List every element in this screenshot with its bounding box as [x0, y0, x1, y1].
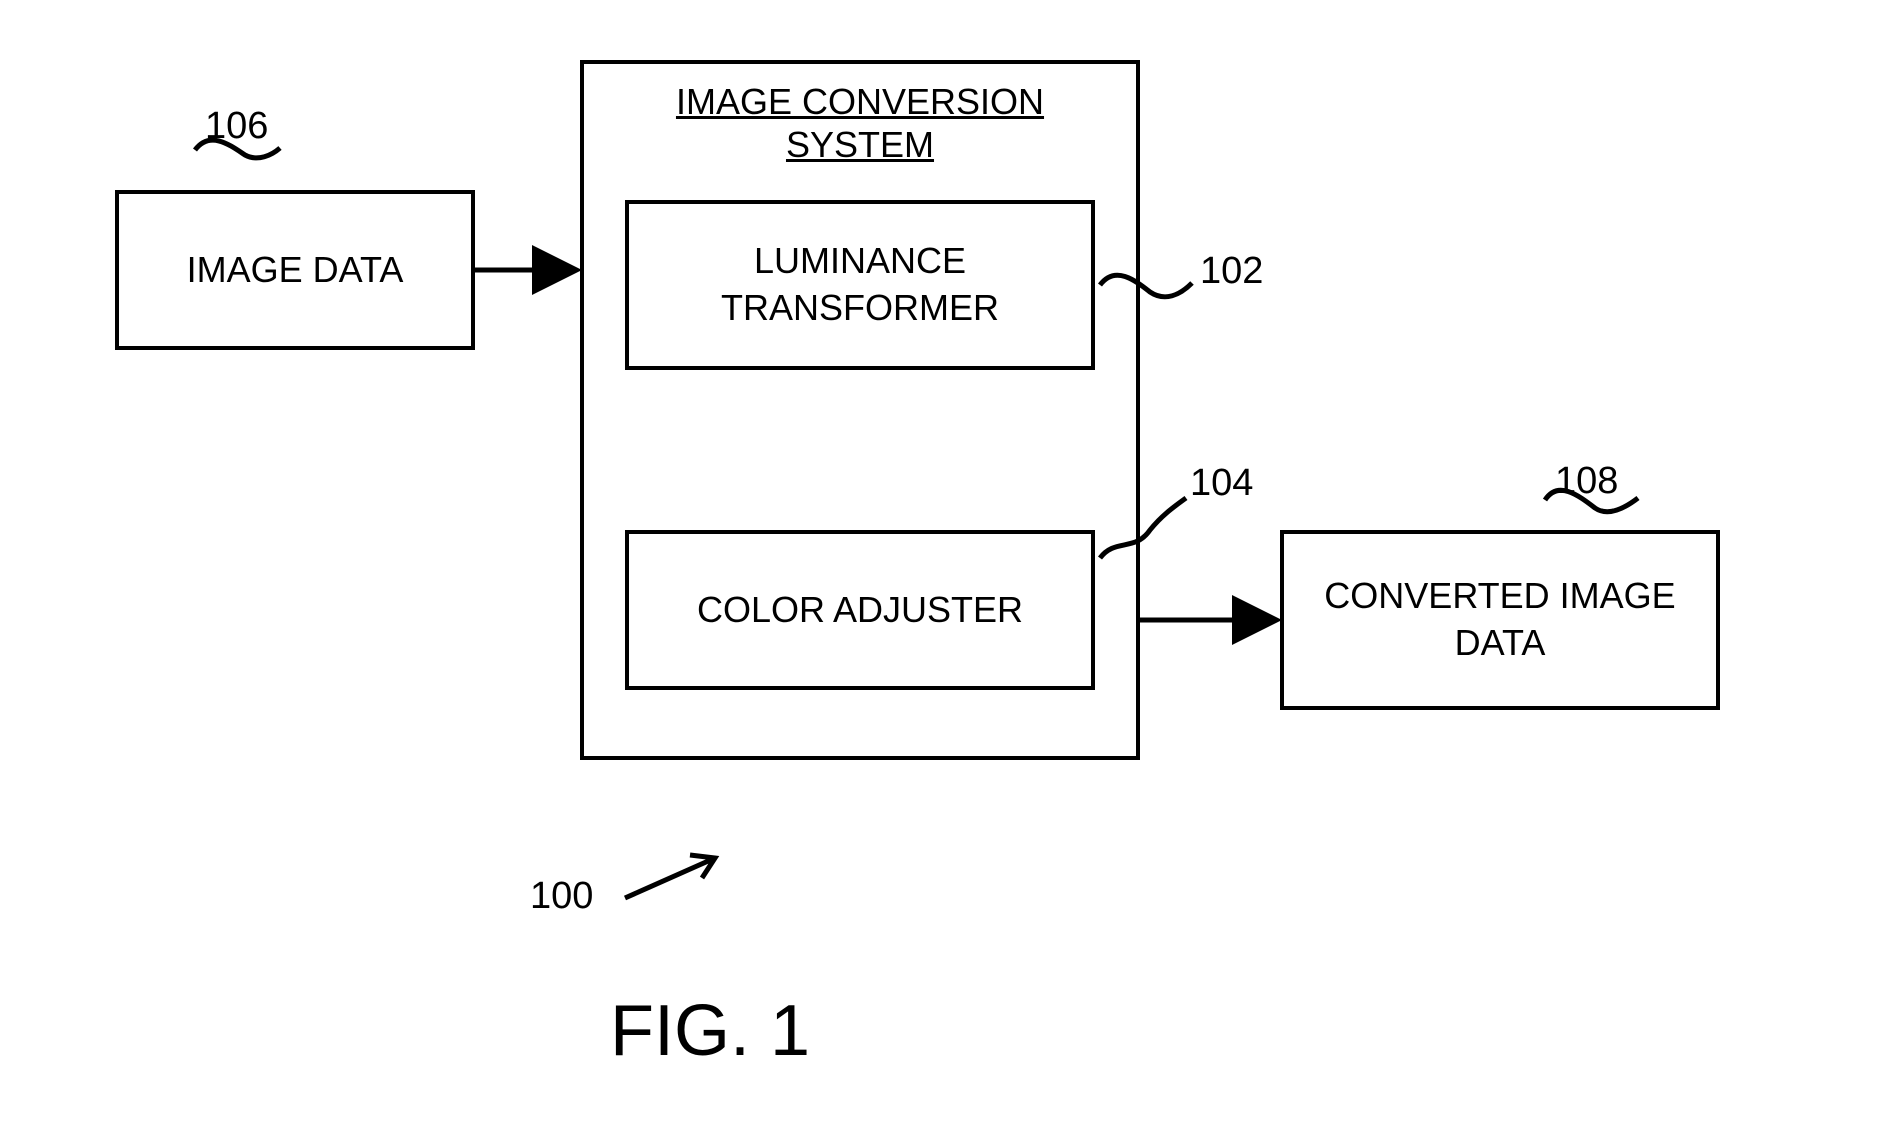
lead-line-100 — [625, 855, 715, 898]
image-data-label: IMAGE DATA — [187, 247, 404, 294]
system-title-text: IMAGE CONVERSIONSYSTEM — [676, 81, 1044, 165]
ref-108: 108 — [1555, 460, 1618, 503]
ref-104: 104 — [1190, 462, 1253, 505]
converted-label: CONVERTED IMAGEDATA — [1324, 573, 1675, 667]
luminance-transformer-box: LUMINANCETRANSFORMER — [625, 200, 1095, 370]
color-adjuster-box: COLOR ADJUSTER — [625, 530, 1095, 690]
ref-100: 100 — [530, 875, 593, 918]
figure-label: FIG. 1 — [610, 990, 810, 1072]
system-title: IMAGE CONVERSIONSYSTEM — [580, 80, 1140, 166]
ref-102: 102 — [1200, 250, 1263, 293]
color-label: COLOR ADJUSTER — [697, 587, 1023, 634]
converted-image-data-box: CONVERTED IMAGEDATA — [1280, 530, 1720, 710]
image-data-box: IMAGE DATA — [115, 190, 475, 350]
ref-106: 106 — [205, 105, 268, 148]
luminance-label: LUMINANCETRANSFORMER — [721, 238, 999, 332]
